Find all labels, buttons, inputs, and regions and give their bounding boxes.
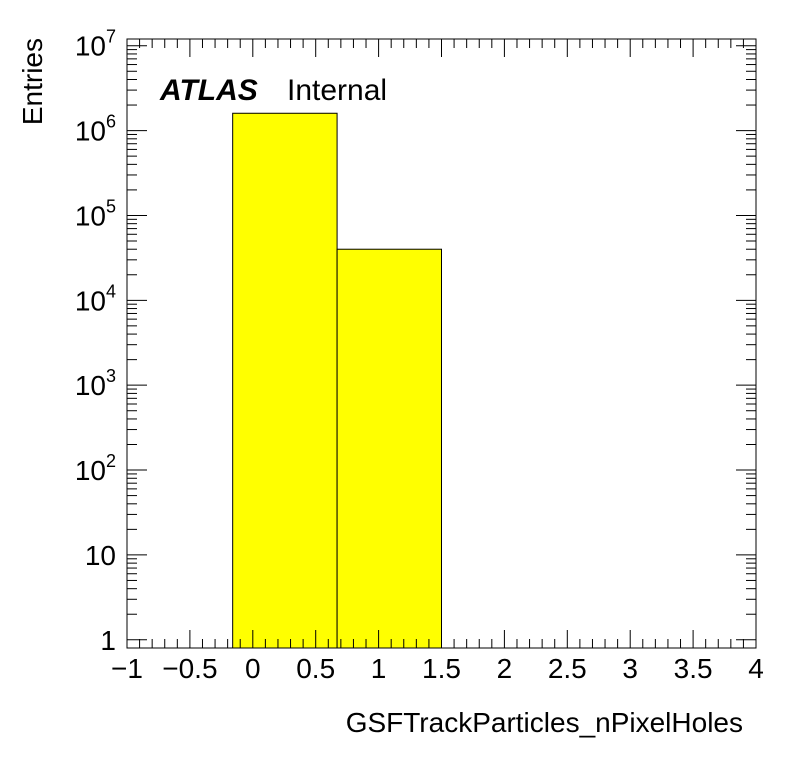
x-tick-label: 2: [497, 653, 513, 684]
histogram-bar-0: [232, 112, 338, 649]
histogram-bar-1: [336, 248, 442, 649]
y-tick-label: 105: [75, 196, 116, 231]
x-tick-label: 2.5: [548, 653, 587, 684]
x-tick-label: 3.5: [674, 653, 713, 684]
y-tick-label: 104: [75, 281, 116, 316]
x-tick-label: 4: [748, 653, 764, 684]
x-tick-labels: −1 −0.5 0 0.5 1 1.5 2 2.5 3 3.5 4: [111, 653, 764, 684]
x-tick-label: 1: [371, 653, 387, 684]
y-tick-label: 106: [75, 112, 116, 147]
x-tick-label: 1.5: [422, 653, 461, 684]
atlas-label: ATLAS: [159, 74, 258, 107]
x-tick-label: 0: [245, 653, 261, 684]
histogram-bars: [232, 112, 442, 649]
x-tick-label: −1: [111, 653, 143, 684]
y-tick-label: 107: [75, 27, 116, 62]
x-axis-label: GSFTrackParticles_nPixelHoles: [346, 707, 743, 738]
axis-ticks: [126, 39, 757, 648]
internal-label: Internal: [287, 74, 387, 107]
plot-frame: [126, 38, 757, 649]
y-axis-label: Entries: [17, 38, 48, 125]
x-tick-label: 3: [622, 653, 638, 684]
x-tick-label: 0.5: [296, 653, 335, 684]
y-tick-labels: 1 10 102 103 104 105 106 107: [75, 27, 116, 656]
x-tick-label: −0.5: [162, 653, 217, 684]
y-tick-label: 103: [75, 366, 116, 401]
y-tick-label: 102: [75, 451, 116, 486]
y-tick-label: 10: [85, 540, 116, 571]
y-tick-label: 1: [100, 625, 116, 656]
